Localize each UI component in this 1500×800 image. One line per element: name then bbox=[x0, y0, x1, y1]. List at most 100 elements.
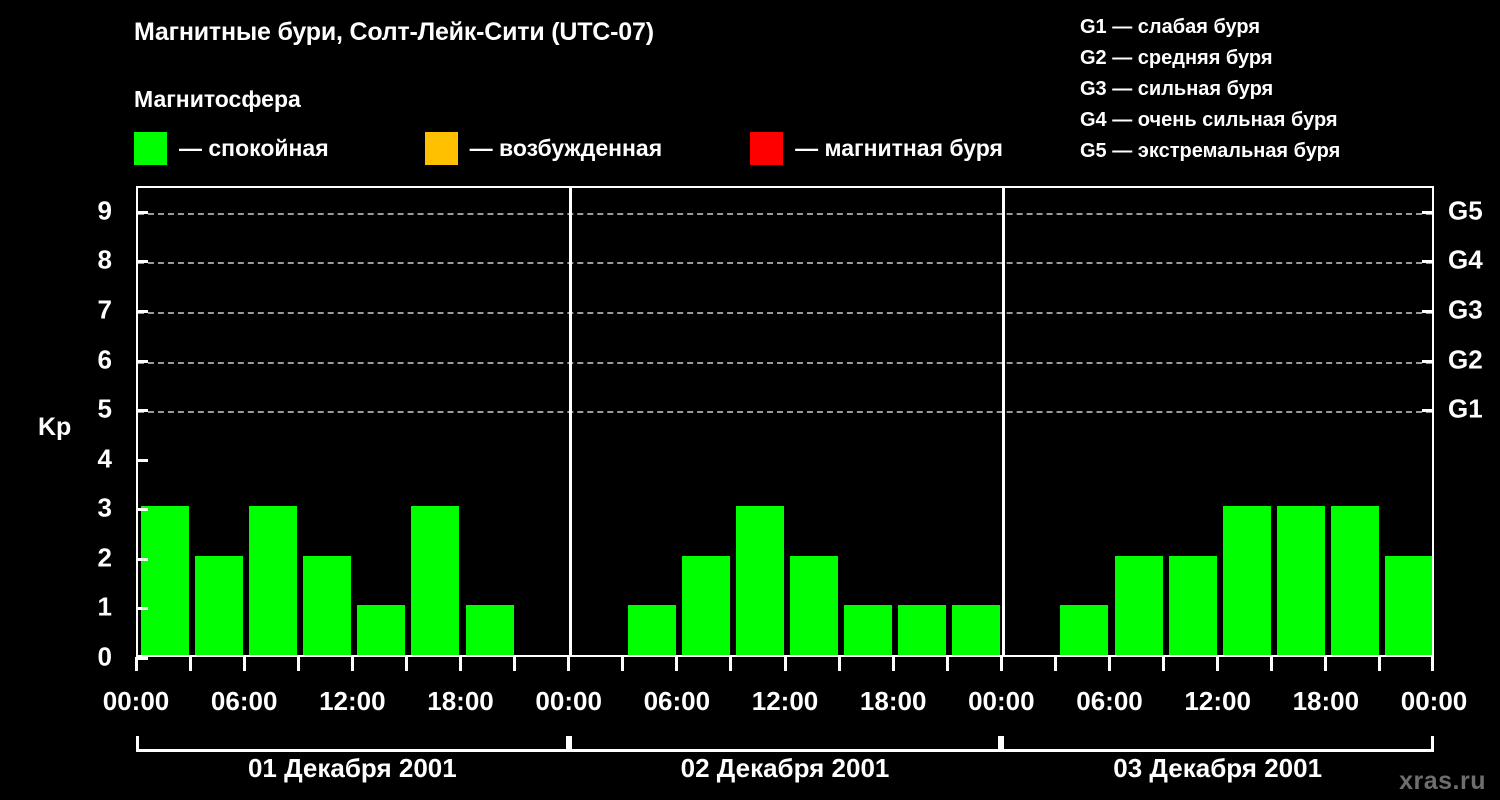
plot-area bbox=[136, 186, 1434, 657]
bar bbox=[1330, 506, 1379, 655]
day-caption: 03 Декабря 2001 bbox=[1113, 753, 1323, 783]
x-axis-tick-mark bbox=[1431, 657, 1434, 671]
x-axis-tick-mark bbox=[1216, 657, 1220, 671]
legend-item-unsettled: — возбужденная bbox=[424, 132, 663, 165]
y-axis-tick-label: 4 bbox=[97, 443, 112, 474]
day-caption: 01 Декабря 2001 bbox=[247, 753, 457, 783]
bar bbox=[195, 555, 244, 655]
gridline bbox=[138, 411, 1432, 414]
g-axis-tick-label: G3 bbox=[1448, 294, 1483, 325]
g-scale-legend-row-g1: G1 — слабая буря bbox=[1080, 16, 1261, 38]
x-axis-tick-mark bbox=[188, 657, 192, 671]
x-axis-tick-mark bbox=[1053, 657, 1057, 671]
bar bbox=[303, 555, 352, 655]
day-separator bbox=[1001, 188, 1005, 655]
day-bracket bbox=[568, 736, 1002, 752]
y-axis-tick-mark bbox=[136, 260, 148, 264]
y-axis-tick-mark bbox=[136, 210, 148, 214]
y-axis-tick-label: 5 bbox=[97, 393, 112, 424]
day-brackets bbox=[136, 736, 1434, 754]
y-axis-tick-mark bbox=[136, 508, 148, 512]
x-axis-tick-mark bbox=[296, 657, 300, 671]
bar bbox=[627, 605, 676, 655]
x-axis-tick-mark bbox=[1162, 657, 1166, 671]
y-axis-tick-label: 0 bbox=[97, 641, 112, 672]
bar bbox=[681, 555, 730, 655]
orange-square-swatch bbox=[424, 132, 458, 165]
x-axis-tick-label: 00:00 bbox=[968, 686, 1035, 716]
x-axis-tick-mark bbox=[1378, 657, 1382, 671]
x-axis-tick-mark bbox=[404, 657, 408, 671]
y-axis-tick-label: 3 bbox=[97, 492, 112, 523]
bar bbox=[141, 506, 190, 655]
x-axis-tick-label: 12:00 bbox=[751, 686, 819, 716]
legend-label-quiet: — спокойная bbox=[179, 135, 329, 161]
x-axis-tick-label: 18:00 bbox=[427, 686, 494, 716]
x-axis-tick-mark bbox=[242, 657, 246, 671]
x-axis-tick-mark bbox=[567, 657, 571, 671]
x-axis-tick-mark bbox=[350, 657, 354, 671]
x-axis-tick-mark bbox=[459, 657, 462, 671]
x-axis-tick-mark bbox=[729, 657, 733, 671]
bar bbox=[790, 555, 839, 655]
magnetosphere-section-title: Магнитосфера bbox=[134, 86, 301, 112]
y-axis-tick-mark bbox=[136, 557, 148, 561]
bar bbox=[898, 605, 947, 655]
gridline bbox=[138, 311, 1432, 314]
x-axis-tick-label: 00:00 bbox=[535, 686, 602, 716]
day-separator bbox=[569, 188, 573, 655]
red-square-swatch bbox=[750, 132, 784, 165]
x-axis-tick-mark bbox=[945, 657, 949, 671]
g-scale-legend-row-g4: G4 — очень сильная буря bbox=[1080, 109, 1338, 131]
bar bbox=[1168, 555, 1217, 655]
g-axis-tick-mark bbox=[1422, 359, 1434, 363]
x-axis-tick-mark bbox=[1324, 657, 1328, 671]
x-axis-tick-mark bbox=[1108, 657, 1111, 671]
y-axis-tick-mark bbox=[136, 409, 148, 413]
x-axis-tick-label: 18:00 bbox=[859, 686, 927, 716]
y-axis-tick-label: 2 bbox=[97, 542, 112, 573]
x-axis-tick-marks bbox=[134, 657, 1434, 671]
x-axis-tick-mark bbox=[1270, 657, 1274, 671]
y-axis-tick-labels: 0 1 2 3 4 5 6 7 8 9 bbox=[72, 186, 112, 671]
gridline bbox=[138, 212, 1432, 215]
y-axis-tick-mark bbox=[136, 309, 148, 313]
x-axis-tick-label: 18:00 bbox=[1292, 686, 1360, 716]
y-axis-tick-mark bbox=[136, 458, 148, 462]
magnetosphere-legend: — спокойная — возбужденная — магнитная б… bbox=[134, 132, 1003, 165]
gridline bbox=[138, 262, 1432, 265]
x-axis-tick-mark bbox=[837, 657, 841, 671]
x-axis-tick-label: 12:00 bbox=[1184, 686, 1251, 716]
x-axis-tick-mark bbox=[513, 657, 517, 671]
day-bracket-bar bbox=[1001, 749, 1434, 752]
legend-label-unsettled: — возбужденная bbox=[469, 135, 663, 161]
g-axis-tick-label: G1 bbox=[1448, 393, 1483, 424]
green-square-swatch bbox=[134, 132, 167, 165]
x-axis-tick-mark bbox=[999, 657, 1003, 671]
bar-partial bbox=[1422, 605, 1432, 655]
g-scale-legend: G1 — слабая буря G2 — средняя буря G3 — … bbox=[1080, 12, 1340, 167]
bar bbox=[735, 506, 784, 655]
g-scale-legend-row-g3: G3 — сильная буря bbox=[1080, 78, 1274, 100]
bar bbox=[1060, 605, 1109, 655]
day-bracket bbox=[1001, 736, 1434, 752]
x-axis-tick-mark bbox=[134, 657, 138, 671]
g-axis-tick-label: G5 bbox=[1448, 195, 1483, 226]
bar bbox=[952, 605, 1001, 655]
bar bbox=[1222, 506, 1271, 655]
y-axis-tick-label: 6 bbox=[97, 344, 112, 375]
g-scale-legend-row-g5: G5 — экстремальная буря bbox=[1080, 140, 1341, 162]
y-axis-tick-mark bbox=[136, 607, 148, 611]
x-axis-tick-label: 06:00 bbox=[1076, 686, 1143, 716]
g-axis-tick-label: G2 bbox=[1448, 344, 1483, 375]
x-axis-tick-mark bbox=[783, 657, 787, 671]
x-axis-tick-label: 00:00 bbox=[1400, 686, 1468, 716]
y-axis-tick-label: 7 bbox=[97, 294, 112, 325]
x-axis-tick-mark bbox=[891, 657, 895, 671]
y-axis-tick-mark bbox=[136, 657, 148, 660]
g-axis-tick-label: G4 bbox=[1448, 244, 1483, 275]
bar bbox=[465, 605, 514, 655]
bar bbox=[1114, 555, 1163, 655]
day-bracket bbox=[136, 736, 569, 752]
y-axis-tick-mark bbox=[136, 359, 148, 363]
